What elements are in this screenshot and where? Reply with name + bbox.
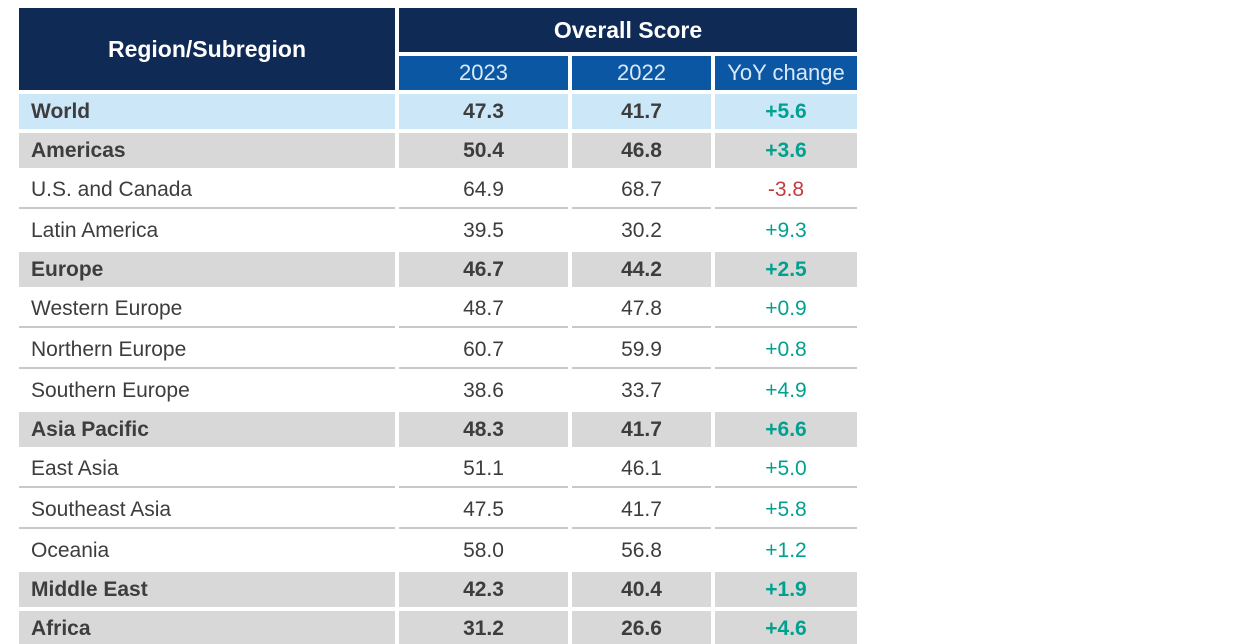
score-2023-cell: 48.3: [399, 412, 568, 447]
score-2023-cell: 38.6: [399, 373, 568, 408]
yoy-change-cell: +5.8: [715, 492, 857, 529]
region-cell: World: [19, 94, 395, 129]
score-2022-cell: 47.8: [572, 291, 711, 328]
score-2023-cell: 47.5: [399, 492, 568, 529]
score-2023-cell: 42.3: [399, 572, 568, 607]
table-row: Africa 31.2 26.6 +4.6: [19, 611, 857, 644]
score-2022-cell: 68.7: [572, 172, 711, 209]
region-cell: Latin America: [19, 213, 395, 248]
table-row: U.S. and Canada 64.9 68.7 -3.8: [19, 172, 857, 209]
table-row: World 47.3 41.7 +5.6: [19, 94, 857, 129]
table-row: East Asia 51.1 46.1 +5.0: [19, 451, 857, 488]
region-cell: East Asia: [19, 451, 395, 488]
yoy-change-cell: +0.8: [715, 332, 857, 369]
table-header: Region/Subregion Overall Score 2023 2022…: [19, 8, 857, 90]
yoy-change-cell: +4.9: [715, 373, 857, 408]
table-row: Asia Pacific 48.3 41.7 +6.6: [19, 412, 857, 447]
header-row-years: 2023 2022 YoY change: [19, 56, 857, 90]
table-row: Americas 50.4 46.8 +3.6: [19, 133, 857, 168]
score-2023-cell: 31.2: [399, 611, 568, 644]
score-2023-cell: 58.0: [399, 533, 568, 568]
region-cell: Europe: [19, 252, 395, 287]
yoy-change-cell: +5.6: [715, 94, 857, 129]
score-2023-cell: 47.3: [399, 94, 568, 129]
year-2022-header: 2022: [572, 56, 711, 90]
table-row: Oceania 58.0 56.8 +1.2: [19, 533, 857, 568]
score-2023-cell: 64.9: [399, 172, 568, 209]
yoy-change-cell: +1.2: [715, 533, 857, 568]
score-2023-cell: 48.7: [399, 291, 568, 328]
score-2022-cell: 41.7: [572, 492, 711, 529]
score-2023-cell: 50.4: [399, 133, 568, 168]
score-2022-cell: 46.8: [572, 133, 711, 168]
score-table: Region/Subregion Overall Score 2023 2022…: [15, 4, 861, 644]
region-cell: Southern Europe: [19, 373, 395, 408]
region-cell: Southeast Asia: [19, 492, 395, 529]
yoy-change-cell: +9.3: [715, 213, 857, 248]
yoy-change-cell: +6.6: [715, 412, 857, 447]
region-cell: Americas: [19, 133, 395, 168]
yoy-change-cell: +3.6: [715, 133, 857, 168]
region-cell: Middle East: [19, 572, 395, 607]
header-row-group: Region/Subregion Overall Score: [19, 8, 857, 90]
score-2022-cell: 33.7: [572, 373, 711, 408]
table-row: Europe 46.7 44.2 +2.5: [19, 252, 857, 287]
yoy-change-cell: +0.9: [715, 291, 857, 328]
score-2022-cell: 59.9: [572, 332, 711, 369]
score-2022-cell: 40.4: [572, 572, 711, 607]
table-row: Western Europe 48.7 47.8 +0.9: [19, 291, 857, 328]
table-row: Middle East 42.3 40.4 +1.9: [19, 572, 857, 607]
score-2023-cell: 60.7: [399, 332, 568, 369]
yoy-change-cell: -3.8: [715, 172, 857, 209]
table-body: World 47.3 41.7 +5.6 Americas 50.4 46.8 +3.6 U.S…: [19, 94, 857, 644]
year-2023-header: 2023: [399, 56, 568, 90]
score-2022-cell: 41.7: [572, 412, 711, 447]
overall-score-header: Overall Score: [399, 8, 857, 52]
score-2023-cell: 39.5: [399, 213, 568, 248]
yoy-change-cell: +5.0: [715, 451, 857, 488]
region-cell: Northern Europe: [19, 332, 395, 369]
yoy-change-cell: +4.6: [715, 611, 857, 644]
table-row: Northern Europe 60.7 59.9 +0.8: [19, 332, 857, 369]
table-row: Southeast Asia 47.5 41.7 +5.8: [19, 492, 857, 529]
region-cell: Oceania: [19, 533, 395, 568]
score-2022-cell: 41.7: [572, 94, 711, 129]
score-2022-cell: 30.2: [572, 213, 711, 248]
table-row: Southern Europe 38.6 33.7 +4.9: [19, 373, 857, 408]
score-2022-cell: 44.2: [572, 252, 711, 287]
table-row: Latin America 39.5 30.2 +9.3: [19, 213, 857, 248]
yoy-change-cell: +1.9: [715, 572, 857, 607]
score-2022-cell: 26.6: [572, 611, 711, 644]
yoy-change-header: YoY change: [715, 56, 857, 90]
score-2023-cell: 46.7: [399, 252, 568, 287]
score-2022-cell: 46.1: [572, 451, 711, 488]
region-cell: Africa: [19, 611, 395, 644]
region-cell: U.S. and Canada: [19, 172, 395, 209]
region-cell: Western Europe: [19, 291, 395, 328]
region-cell: Asia Pacific: [19, 412, 395, 447]
score-2022-cell: 56.8: [572, 533, 711, 568]
score-2023-cell: 51.1: [399, 451, 568, 488]
yoy-change-cell: +2.5: [715, 252, 857, 287]
region-subregion-header: Region/Subregion: [19, 8, 395, 90]
